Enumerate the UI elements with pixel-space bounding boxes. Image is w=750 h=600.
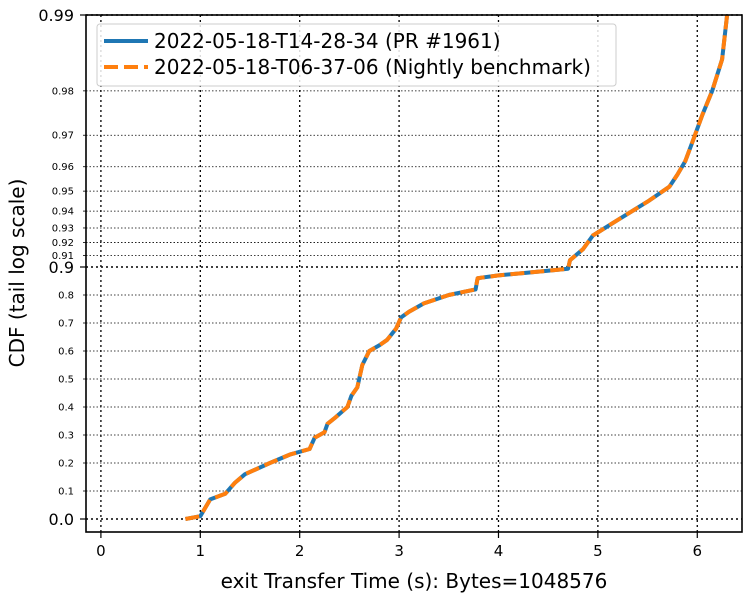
y-minor-tick-label: 0.8 (58, 291, 74, 302)
y-minor-tick-label: 0.94 (52, 207, 74, 218)
x-axis-title: exit Transfer Time (s): Bytes=1048576 (221, 569, 608, 593)
y-major-tick-label: 0.0 (49, 510, 74, 529)
y-minor-tick-label: 0.91 (52, 251, 74, 262)
x-tick-label: 2 (295, 542, 305, 560)
legend-label-pr-1961: 2022-05-18-T14-28-34 (PR #1961) (154, 29, 501, 53)
y-minor-tick-label: 0.3 (58, 431, 74, 442)
x-tick-label: 3 (394, 542, 404, 560)
x-tick-label: 6 (692, 542, 702, 560)
y-minor-tick-label: 0.4 (58, 403, 74, 414)
x-tick-label: 4 (494, 542, 504, 560)
y-major-tick-label: 0.99 (38, 6, 74, 25)
y-minor-tick-label: 0.92 (52, 238, 74, 249)
y-axis-title: CDF (tail log scale) (5, 179, 29, 368)
ticks: 0 1 2 3 4 5 6 0.0 0.9 0.99 0.1 0.2 0.3 0.4 0.5 0.6 0.7 0.… (38, 6, 702, 560)
y-minor-tick-label: 0.2 (58, 459, 74, 470)
legend-box (96, 23, 617, 87)
series-lines (185, 14, 730, 521)
x-tick-label: 5 (593, 542, 603, 560)
y-major-tick-label: 0.9 (49, 258, 74, 277)
x-tick-label: 1 (196, 542, 206, 560)
y-minor-tick-label: 0.5 (58, 375, 74, 386)
y-minor-tick-label: 0.1 (58, 487, 74, 498)
y-minor-tick-label: 0.93 (52, 223, 74, 234)
legend: 2022-05-18-T14-28-34 (PR #1961) 2022-05-… (96, 23, 617, 87)
y-minor-tick-label: 0.7 (58, 319, 74, 330)
y-minor-tick-label: 0.96 (52, 162, 74, 173)
y-minor-tick-label: 0.98 (52, 86, 74, 97)
y-minor-tick-label: 0.95 (52, 187, 74, 198)
x-tick-label: 0 (96, 542, 106, 560)
plot-frame (85, 14, 743, 533)
y-minor-tick-label: 0.97 (52, 131, 74, 142)
series-line-nightly-benchmark (185, 14, 730, 521)
legend-label-nightly-benchmark: 2022-05-18-T06-37-06 (Nightly benchmark) (154, 55, 591, 79)
y-minor-tick-label: 0.6 (58, 347, 74, 358)
